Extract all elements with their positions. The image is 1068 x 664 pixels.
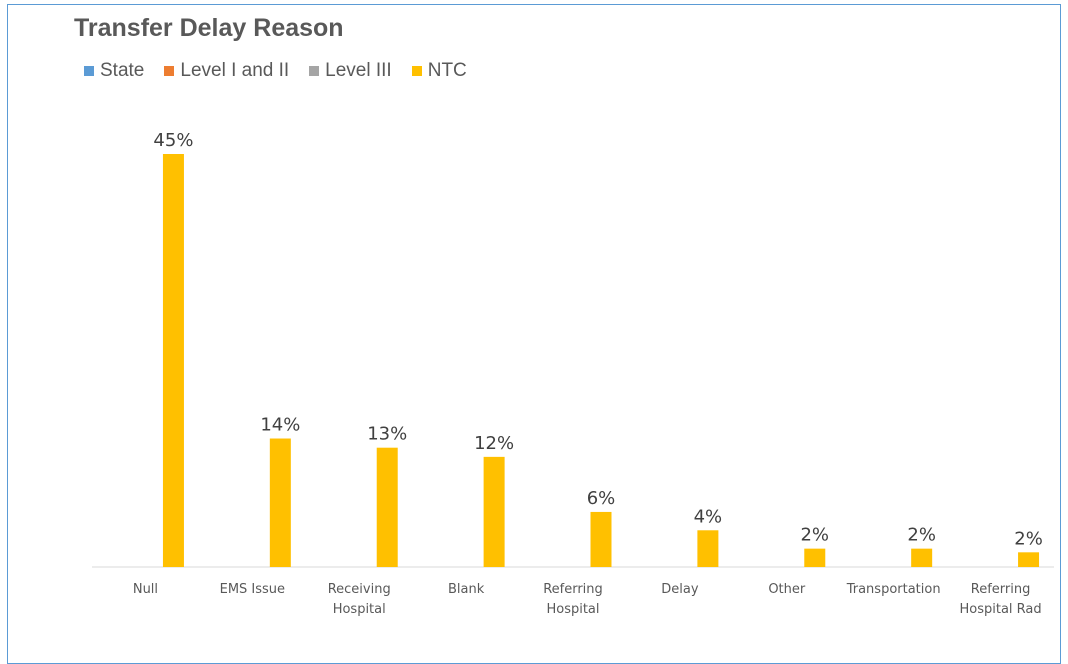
bar-ntc [590,511,612,567]
x-tick-label: Referring [971,582,1031,597]
legend-swatch-state [84,66,94,76]
data-label: 2% [800,525,829,546]
data-label: 2% [1014,528,1043,549]
legend-item-state: State [84,60,144,82]
bar-ntc [804,548,826,567]
legend-item-ntc: NTC [411,60,467,82]
data-label: 6% [587,488,616,509]
x-tick-label: Other [768,582,806,597]
legend-label-level-iii: Level III [325,60,392,81]
legend-item-level-iii: Level III [309,60,392,82]
chart-title: Transfer Delay Reason [74,14,344,42]
bar-ntc [1018,552,1040,567]
x-tick-label: Referring [543,582,603,597]
x-tick-label: Delay [661,582,699,597]
bar-ntc [269,438,291,567]
legend: State Level I and II Level III NTC [84,60,487,82]
x-tick-label: Hospital [333,602,386,617]
data-label: 2% [907,525,936,546]
data-label: 14% [260,415,300,436]
bar-ntc [162,154,184,567]
x-tick-label: Hospital Rad [959,602,1041,617]
legend-label-ntc: NTC [427,60,467,81]
legend-label-state: State [100,60,145,81]
data-label: 4% [694,506,723,527]
x-tick-label: Receiving [328,582,391,597]
data-label: 45% [153,130,193,151]
x-tick-label: Transportation [846,582,941,597]
legend-swatch-ntc [411,66,422,76]
x-tick-label: Blank [448,582,485,597]
x-tick-label: Null [133,582,158,597]
bar-ntc [376,447,398,567]
legend-swatch-level-i-and-ii [164,66,175,76]
legend-item-level-i-and-ii: Level I and II [164,60,289,82]
bar-ntc [911,548,933,567]
data-label: 13% [367,424,407,445]
data-label: 12% [474,433,514,454]
bar-ntc [697,530,719,567]
x-tick-label: EMS Issue [220,582,285,597]
bar-ntc [483,456,505,567]
legend-swatch-level-iii [309,66,320,76]
x-tick-label: Hospital [546,602,599,617]
legend-label-level-i-and-ii: Level I and II [180,60,290,81]
